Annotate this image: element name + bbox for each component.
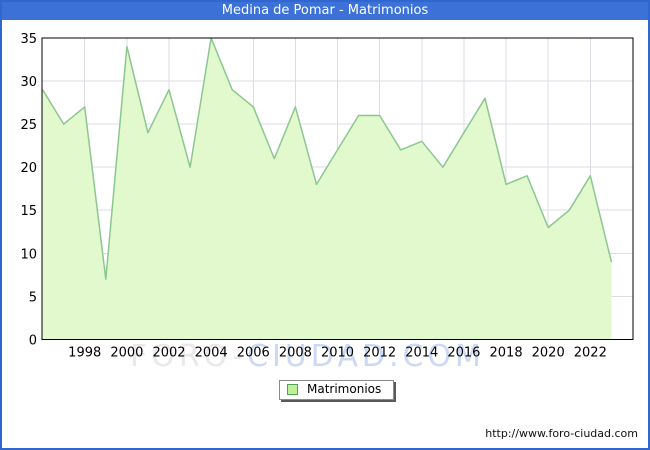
y-tick-label: 25: [20, 118, 37, 133]
y-tick-label: 20: [20, 161, 37, 176]
x-tick-label: 2018: [490, 345, 523, 360]
y-tick-label: 10: [20, 247, 37, 262]
x-tick-label: 1998: [68, 345, 101, 360]
legend-swatch-icon: [287, 384, 298, 395]
x-tick-label: 2010: [321, 345, 354, 360]
x-tick-label: 2000: [110, 345, 143, 360]
x-tick-label: 2004: [195, 345, 228, 360]
y-tick-label: 5: [29, 290, 37, 305]
y-tick-label: 30: [20, 75, 37, 90]
y-tick-label: 15: [20, 204, 37, 219]
y-tick-label: 35: [20, 32, 37, 47]
area-series: [42, 38, 612, 340]
x-tick-label: 2012: [363, 345, 396, 360]
watermark: FORO-CIUDAD.COM: [130, 339, 485, 374]
x-tick-label: 2008: [279, 345, 312, 360]
x-tick-label: 2016: [447, 345, 480, 360]
x-tick-label: 2020: [532, 345, 565, 360]
page-title: Medina de Pomar - Matrimonios: [221, 3, 429, 18]
watermark-part-blue: CIUDAD.COM: [247, 339, 485, 374]
footer-url: http://www.foro-ciudad.com: [485, 427, 638, 440]
x-tick-label: 2022: [574, 345, 607, 360]
y-tick-label: 0: [29, 333, 37, 348]
title-bar: Medina de Pomar - Matrimonios: [2, 2, 648, 20]
x-tick-label: 2014: [405, 345, 438, 360]
legend-label: Matrimonios: [307, 382, 382, 396]
legend: Matrimonios: [279, 380, 395, 400]
plot-border: [41, 37, 634, 340]
x-tick-label: 2006: [237, 345, 270, 360]
watermark-part-gray: FORO-: [130, 339, 247, 374]
x-tick-label: 2002: [152, 345, 185, 360]
line-series: [41, 37, 613, 280]
